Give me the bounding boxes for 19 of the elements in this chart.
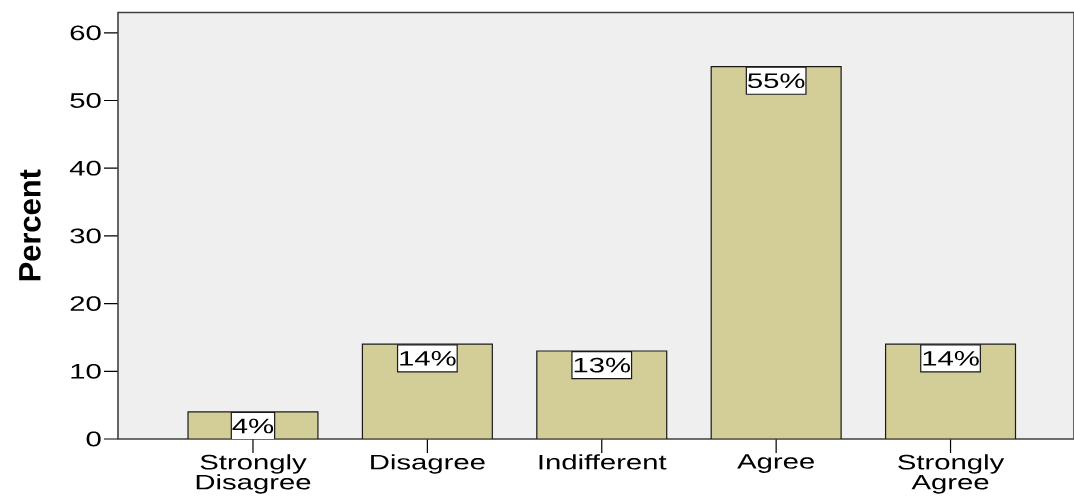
y-tick-label: 50 [70,93,101,108]
data-label: 14% [400,351,456,366]
x-tick-label: Disagree [371,454,485,474]
x-tick-label: Agree [737,454,814,473]
bar [711,66,842,439]
y-tick-label: 20 [70,296,101,312]
y-tick-label: 30 [70,228,101,244]
data-label: 14% [923,351,979,366]
y-tick-label: 10 [71,363,101,379]
x-tick-label: Strongly Agree [898,454,1005,494]
data-label: 4% [232,418,274,434]
x-tick-label: Indifferent [539,454,667,470]
y-tick-label: 0 [86,431,101,447]
data-label: 13% [574,357,631,373]
y-tick-label: 40 [69,160,101,176]
data-label: 55% [748,73,805,89]
y-axis-title: Percent [19,169,41,281]
x-tick-label: Strongly Disagree [196,454,311,494]
y-tick-label: 60 [70,25,101,41]
